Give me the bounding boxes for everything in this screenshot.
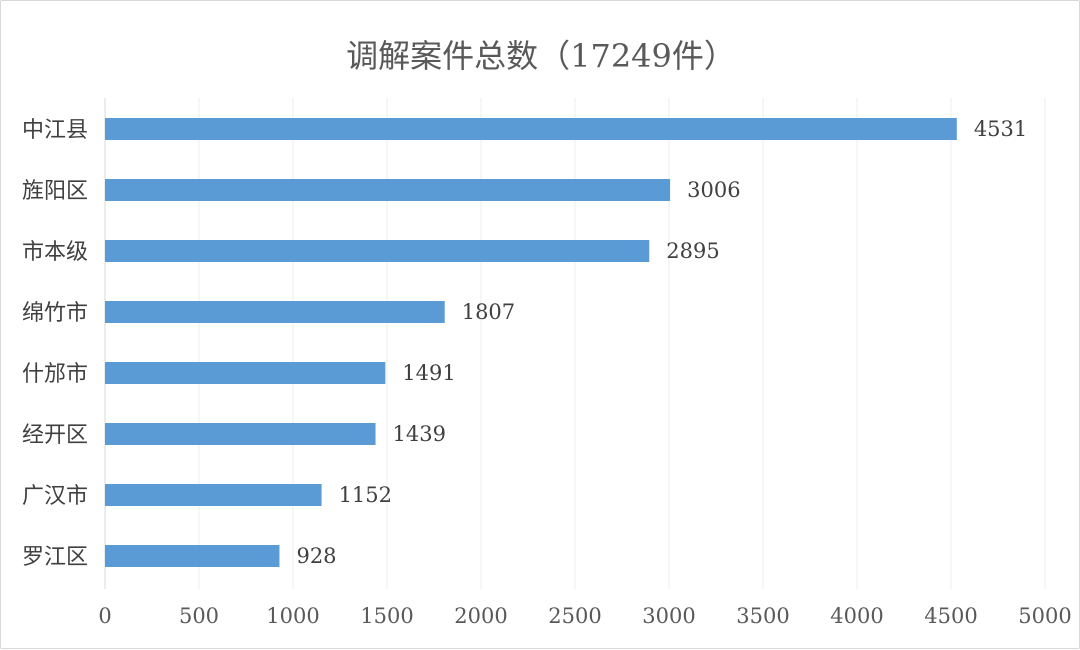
bar <box>105 362 386 384</box>
x-tick-label: 1000 <box>266 604 319 628</box>
data-label: 2895 <box>666 239 719 263</box>
category-label: 市本级 <box>22 240 88 265</box>
x-tick-label: 2000 <box>454 604 507 628</box>
category-label: 广汉市 <box>22 484 88 509</box>
category-label: 旌阳区 <box>22 179 88 204</box>
bar <box>105 179 671 201</box>
data-label: 4531 <box>974 117 1027 141</box>
data-label: 1152 <box>339 483 392 507</box>
x-tick-label: 2500 <box>548 604 601 628</box>
data-label: 928 <box>296 544 336 568</box>
bar <box>105 484 322 506</box>
bar <box>105 423 376 445</box>
data-label: 1491 <box>402 361 455 385</box>
data-label: 1807 <box>462 300 515 324</box>
category-label: 什邡市 <box>22 362 88 387</box>
category-label: 中江县 <box>22 118 88 143</box>
data-label: 1439 <box>393 422 446 446</box>
x-tick-label: 3500 <box>736 604 789 628</box>
data-label: 3006 <box>687 178 740 202</box>
x-tick-label: 1500 <box>360 604 413 628</box>
bar <box>105 240 650 262</box>
x-tick-label: 500 <box>179 604 219 628</box>
bar <box>105 545 280 567</box>
gridlines <box>104 98 1046 589</box>
x-tick-label: 0 <box>98 604 111 628</box>
x-tick-label: 5000 <box>1018 604 1071 628</box>
x-tick-label: 4500 <box>924 604 977 628</box>
category-label: 经开区 <box>22 423 88 448</box>
bar <box>105 301 445 323</box>
bar <box>105 118 957 140</box>
data-labels: 4531 3006 2895 1807 1491 1439 1152 928 <box>296 117 1027 568</box>
x-tick-label: 4000 <box>830 604 883 628</box>
category-label: 罗江区 <box>22 545 88 570</box>
category-label: 绵竹市 <box>22 301 88 326</box>
chart-title: 调解案件总数（17249件） <box>346 37 736 75</box>
x-tick-labels: 0 500 1000 1500 2000 2500 3000 3500 4000 4500 5000 <box>98 604 1071 628</box>
x-tick-label: 3000 <box>642 604 695 628</box>
bars <box>105 118 957 567</box>
